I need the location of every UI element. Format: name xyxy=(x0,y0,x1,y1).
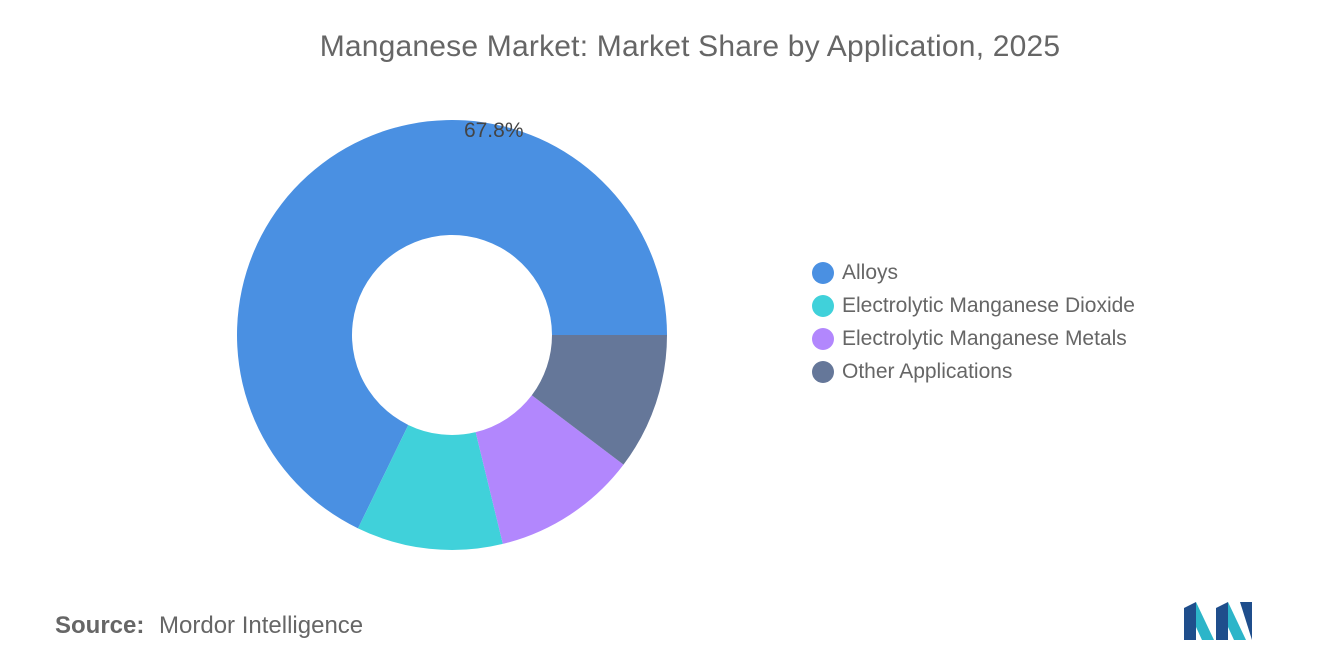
legend-item-emd: Electrolytic Manganese Dioxide xyxy=(812,289,1135,322)
legend-label: Other Applications xyxy=(842,359,1013,383)
legend-swatch-emd xyxy=(812,294,834,317)
source-label: Source: xyxy=(55,612,145,639)
source-note: Source: Mordor Intelligence xyxy=(55,612,363,640)
slice-alloys xyxy=(236,120,667,529)
slice-emd xyxy=(358,424,503,551)
legend-item-alloys: Alloys xyxy=(812,256,1135,289)
legend-label: Alloys xyxy=(842,260,899,284)
slice-other xyxy=(531,335,667,465)
legend-swatch-other xyxy=(812,360,834,383)
legend-label: Electrolytic Manganese Metals xyxy=(842,326,1127,350)
data-label-alloys: 67.8% xyxy=(464,119,524,142)
mordor-intelligence-logo-icon xyxy=(1184,602,1252,640)
legend-item-other: Other Applications xyxy=(812,355,1135,388)
legend-swatch-alloys xyxy=(812,261,834,284)
slice-emm xyxy=(475,395,624,544)
legend-swatch-emm xyxy=(812,327,834,350)
legend-label: Electrolytic Manganese Dioxide xyxy=(842,293,1135,317)
legend-item-emm: Electrolytic Manganese Metals xyxy=(812,322,1135,355)
chart-title: Manganese Market: Market Share by Applic… xyxy=(319,30,1061,63)
source-value: Mordor Intelligence xyxy=(159,612,364,639)
chart-legend: Alloys Electrolytic Manganese Dioxide El… xyxy=(812,256,1135,388)
